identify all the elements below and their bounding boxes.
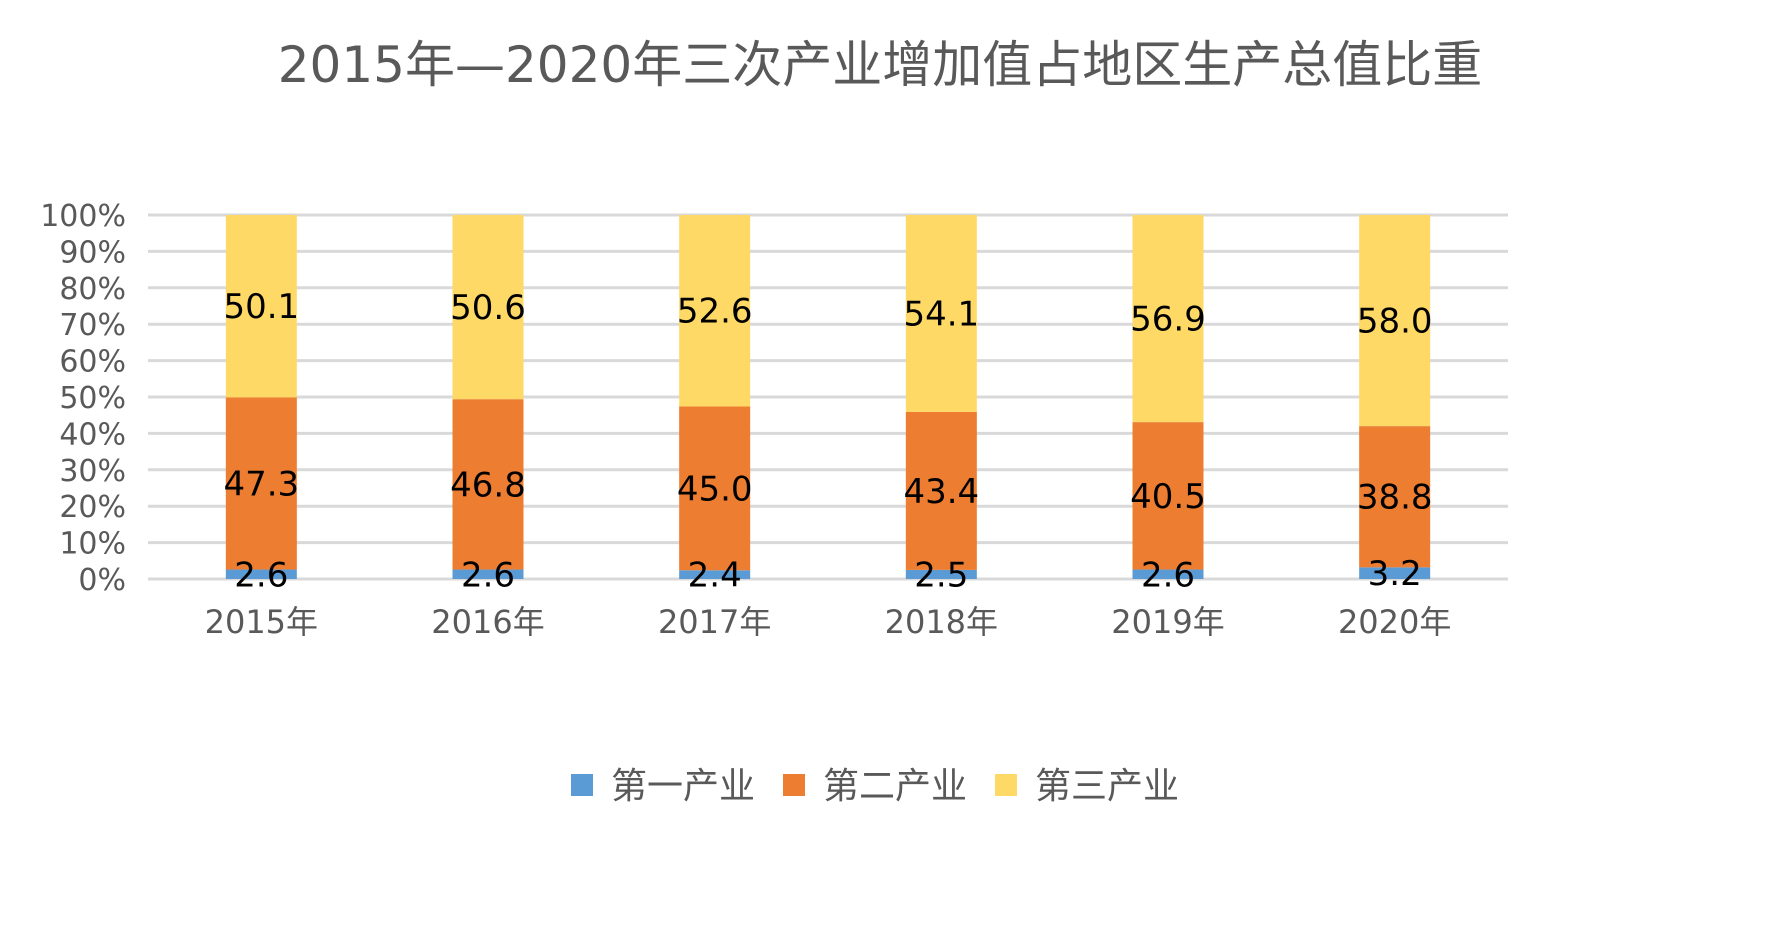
data-label: 2.5 — [914, 555, 968, 595]
data-label: 54.1 — [903, 294, 979, 334]
legend-swatch — [783, 774, 805, 796]
legend: 第一产业 第二产业 第三产业 — [571, 766, 1179, 807]
y-tick-label: 70% — [59, 308, 126, 343]
data-label: 47.3 — [223, 464, 299, 504]
chart-title: 2015年—2020年三次产业增加值占地区生产总值比重 — [278, 36, 1483, 94]
bar-segment — [905, 411, 977, 570]
bar-segment — [225, 215, 297, 398]
data-label: 3.2 — [1368, 554, 1422, 594]
bar-segment — [1359, 215, 1431, 427]
data-labels: 2.6 47.3 50.1 2.6 46.8 50.6 2.4 45.0 52.6 2.5 43.4… — [223, 287, 1432, 595]
y-tick-label: 20% — [59, 490, 126, 525]
x-category-label: 2019年 — [1111, 603, 1224, 641]
bar-segment — [1359, 426, 1431, 568]
data-label: 56.9 — [1130, 300, 1206, 340]
data-label: 2.6 — [1141, 555, 1195, 595]
y-tick-label: 10% — [59, 527, 126, 562]
data-label: 38.8 — [1357, 478, 1433, 518]
bar-segment — [679, 215, 751, 407]
y-tick-label: 80% — [59, 272, 126, 307]
legend-label: 第一产业 — [611, 766, 755, 807]
y-tick-label: 100% — [40, 199, 126, 234]
bar-segment — [452, 569, 524, 579]
data-label: 2.6 — [234, 555, 288, 595]
legend-label: 第三产业 — [1035, 766, 1179, 807]
y-tick-label: 40% — [59, 417, 126, 452]
x-category-label: 2015年 — [205, 603, 318, 641]
data-label: 2.6 — [461, 555, 515, 595]
bar-segment — [905, 215, 977, 412]
legend-swatch — [571, 774, 593, 796]
data-label: 2.4 — [688, 556, 742, 596]
bar-segment — [452, 399, 524, 570]
bar-segment — [679, 570, 751, 579]
legend-label: 第二产业 — [823, 766, 967, 807]
data-label: 58.0 — [1357, 302, 1433, 342]
bar-segment — [679, 406, 751, 571]
data-label: 40.5 — [1130, 477, 1206, 517]
data-label: 50.1 — [223, 287, 299, 327]
y-tick-label: 50% — [59, 381, 126, 416]
bar-segment — [905, 569, 977, 579]
y-tick-label: 90% — [59, 235, 126, 270]
y-tick-label: 30% — [59, 454, 126, 489]
bar-segment — [1132, 422, 1204, 570]
data-label: 45.0 — [677, 469, 753, 509]
bar-segment — [225, 569, 297, 579]
y-axis-ticks: 0%10%20%30%40%50%60%70%80%90%100% — [40, 199, 126, 598]
bars — [225, 215, 1431, 579]
bar-segment — [1132, 215, 1204, 423]
bar-segment — [1132, 569, 1204, 579]
data-label: 50.6 — [450, 288, 526, 328]
gridlines — [148, 213, 1508, 581]
x-axis-categories: 2015年 2016年 2017年 2018年 2019年 2020年 — [205, 603, 1452, 641]
x-category-label: 2017年 — [658, 603, 771, 641]
x-category-label: 2020年 — [1338, 603, 1451, 641]
data-label: 43.4 — [903, 472, 979, 512]
bar-segment — [452, 215, 524, 400]
legend-swatch — [995, 774, 1017, 796]
bar-segment — [1359, 567, 1431, 579]
bar-segment — [225, 397, 297, 570]
y-tick-label: 0% — [78, 563, 126, 598]
y-tick-label: 60% — [59, 345, 126, 380]
data-label: 52.6 — [677, 292, 753, 332]
data-label: 46.8 — [450, 465, 526, 505]
x-category-label: 2016年 — [431, 603, 544, 641]
x-category-label: 2018年 — [885, 603, 998, 641]
